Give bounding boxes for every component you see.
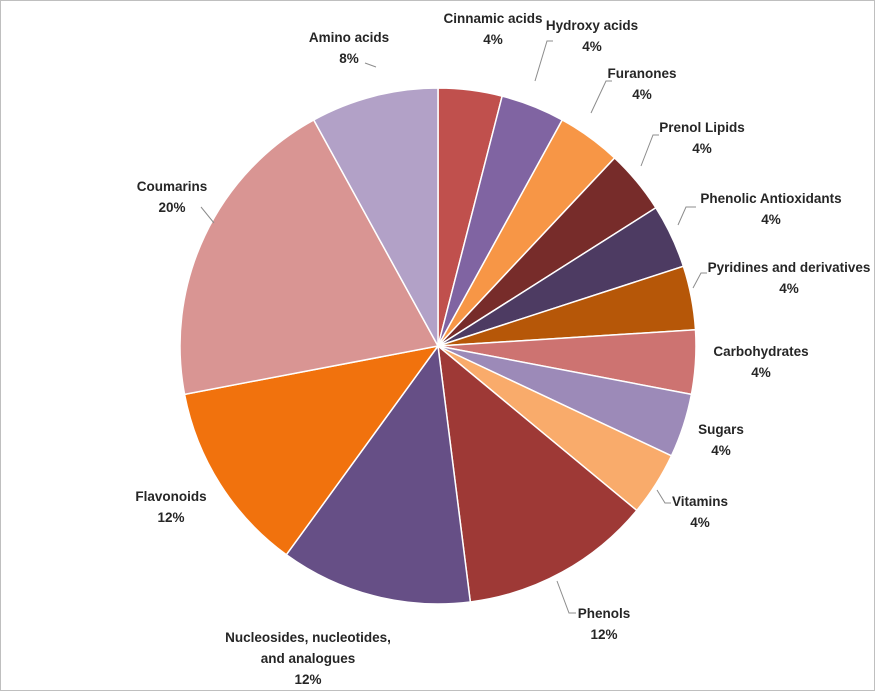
slice-percent-label: 8% (339, 51, 359, 66)
slice-category-label: Carbohydrates (713, 344, 808, 359)
slice-category-label: Coumarins (137, 179, 208, 194)
leader-line-phenolic-antioxidants (677, 206, 696, 226)
slice-category-label: Prenol Lipids (659, 120, 745, 135)
data-label-carbohydrates: Carbohydrates 4% (713, 344, 808, 380)
slice-category-label: Flavonoids (135, 489, 206, 504)
slice-category-label: Phenolic Antioxidants (700, 191, 841, 206)
data-label-phenolic-antioxidants: Phenolic Antioxidants 4% (700, 191, 841, 227)
slice-category-label: Cinnamic acids (443, 11, 542, 26)
data-label-hydroxy-acids: Hydroxy acids 4% (546, 18, 638, 54)
slice-percent-label: 4% (751, 365, 771, 380)
slice-category-label: Vitamins (672, 494, 728, 509)
data-label-nucleosides-nucleotides-and-analogues: Nucleosides, nucleotides, and analogues 12… (225, 630, 391, 687)
pie-slice-nucleosides-nucleotides-and-analogues (285, 344, 472, 605)
leader-line-pyridines-and-derivatives (692, 272, 707, 289)
slice-category-label: Amino acids (309, 30, 389, 45)
slice-percent-label: 20% (158, 200, 185, 215)
slice-percent-label: 4% (483, 32, 503, 47)
leader-lines-layer (200, 40, 707, 614)
leader-line-phenols (556, 580, 576, 614)
leader-line-prenol-lipids (640, 134, 659, 167)
slice-percent-label: 4% (711, 443, 731, 458)
slice-percent-label: 4% (582, 39, 602, 54)
data-label-cinnamic-acids: Cinnamic acids 4% (443, 11, 542, 47)
slice-percent-label: 12% (294, 672, 321, 687)
slices-layer (179, 87, 697, 605)
leader-line-hydroxy-acids (534, 40, 553, 82)
leader-line-vitamins (656, 489, 671, 504)
slice-percent-label: 4% (761, 212, 781, 227)
data-label-prenol-lipids: Prenol Lipids 4% (659, 120, 745, 156)
leader-line-coumarins (200, 206, 215, 224)
data-label-coumarins: Coumarins 20% (137, 179, 208, 215)
data-label-sugars: Sugars 4% (698, 422, 744, 458)
slice-percent-label: 4% (692, 141, 712, 156)
data-label-pyridines-and-derivatives: Pyridines and derivatives 4% (708, 260, 871, 296)
slice-percent-label: 4% (632, 87, 652, 102)
data-label-flavonoids: Flavonoids 12% (135, 489, 206, 525)
leader-line-amino-acids (364, 62, 377, 68)
slice-category-label: Pyridines and derivatives (708, 260, 871, 275)
slice-percent-label: 4% (690, 515, 710, 530)
slice-category-label: Phenols (578, 606, 631, 621)
pie-slice-flavonoids (183, 344, 440, 556)
slice-percent-label: 12% (157, 510, 184, 525)
slice-category-label: Furanones (607, 66, 676, 81)
data-label-phenols: Phenols 12% (578, 606, 631, 642)
slice-category-label: Nucleosides, nucleotides, (225, 630, 391, 645)
pie-slice-phenols (437, 344, 638, 603)
slice-category-label: and analogues (261, 651, 356, 666)
slice-percent-label: 4% (779, 281, 799, 296)
pie-slice-amino-acids (312, 87, 439, 347)
data-label-furanones: Furanones 4% (607, 66, 676, 102)
data-label-vitamins: Vitamins 4% (672, 494, 728, 530)
data-label-amino-acids: Amino acids 8% (309, 30, 389, 66)
slice-category-label: Sugars (698, 422, 744, 437)
slice-category-label: Hydroxy acids (546, 18, 638, 33)
slice-percent-label: 12% (590, 627, 617, 642)
leader-line-furanones (590, 80, 612, 114)
pie-slice-coumarins (179, 118, 440, 396)
